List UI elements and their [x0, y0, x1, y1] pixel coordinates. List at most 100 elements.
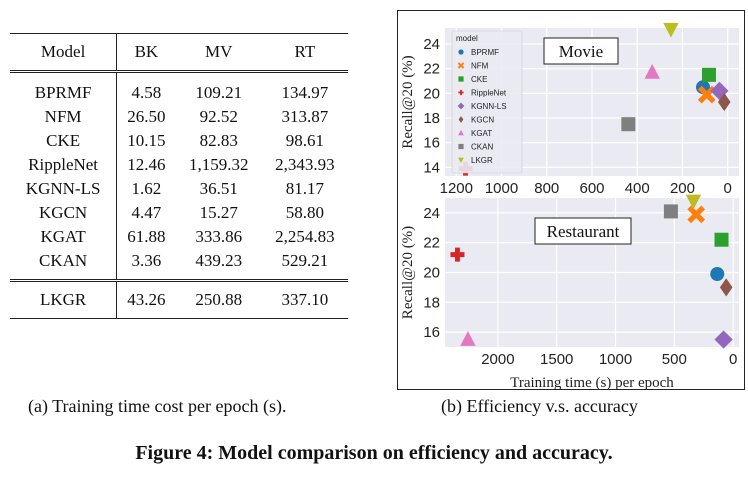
table-header-row: Model BK MV RT — [10, 33, 348, 72]
scatter-panel-movie: 1200 1000 800 600 400 200 0 14 16 18 20 22 24 Recall@… — [400, 22, 739, 197]
table-cell: 36.51 — [199, 179, 238, 198]
panel-title-box — [543, 37, 619, 65]
point-bprmf — [710, 266, 725, 281]
point-kgat — [460, 331, 476, 346]
legend-marker-nfm — [457, 62, 465, 69]
table-cell: 43.26 — [127, 290, 166, 309]
table-cell: 98.61 — [285, 131, 325, 150]
point-kgat — [644, 64, 660, 79]
y-tick-label: 14 — [423, 159, 440, 176]
table-cell: 92.52 — [199, 107, 238, 126]
point-cke — [714, 232, 729, 247]
table-cell: 337.10 — [281, 290, 329, 309]
legend-marker-ckan — [458, 143, 464, 150]
legend-label: CKE — [471, 75, 487, 84]
table-cell: 81.17 — [285, 179, 325, 198]
table-cell: 2,343.93 — [275, 155, 335, 174]
table-cell: 10.15 — [127, 131, 166, 150]
table-cell: 2,254.83 — [275, 227, 335, 246]
table-row: BPRMF 4.58 109.21 134.97 — [10, 71, 348, 105]
table-cell: CKAN — [10, 249, 118, 281]
table-cell: LKGR — [10, 280, 118, 319]
table-cell: 250.88 — [195, 290, 243, 309]
legend-title: model — [456, 34, 478, 43]
point-nfm — [687, 205, 706, 224]
x-tick-label: 0 — [729, 351, 737, 368]
x-tick-label: 500 — [662, 351, 687, 368]
header-bk: BK — [134, 42, 159, 61]
legend-marker-kgnn-ls — [457, 102, 465, 110]
table-cell: 109.21 — [195, 83, 243, 102]
efficiency-accuracy-charts: 1200 1000 800 600 400 200 0141618202224Recall@… — [397, 10, 745, 390]
y-tick-label: 24 — [423, 205, 440, 222]
table-row: CKAN 3.36 439.23 529.21 — [10, 249, 348, 281]
y-tick-label: 16 — [423, 135, 440, 152]
legend-label: KGAT — [471, 129, 492, 138]
header-mv: MV — [204, 42, 233, 61]
y-tick-label: 20 — [423, 265, 440, 282]
x-tick-label: 1200 — [440, 180, 473, 197]
table-cell: 529.21 — [281, 251, 329, 270]
x-tick-label: 1500 — [540, 351, 573, 368]
table-row: KGCN 4.47 15.27 58.80 — [10, 201, 348, 225]
legend-box — [451, 30, 523, 174]
y-tick-label: 22 — [423, 61, 440, 78]
legend-label: KGCN — [471, 116, 494, 125]
point-lkgr — [685, 194, 702, 210]
table-cell: 3.36 — [131, 251, 162, 270]
training-time-table: Model BK MV RT BPRMF 4.58 109.21 134.97 NFM 2… — [10, 33, 348, 319]
table-cell: 15.27 — [199, 203, 238, 222]
y-axis-label: Recall@20 (%) — [400, 226, 416, 319]
table-cell: CKE — [10, 129, 118, 153]
table-cell: NFM — [10, 105, 118, 129]
figure-caption: Figure 4: Model comparison on efficiency… — [135, 442, 613, 464]
panel-title-box — [534, 217, 632, 245]
table-cell: 134.97 — [281, 83, 329, 102]
table-cell: 26.50 — [127, 107, 166, 126]
header-model: Model — [10, 33, 118, 72]
caption-b: (b) Efficiency v.s. accuracy — [441, 396, 638, 416]
table-cell: 82.83 — [199, 131, 238, 150]
y-tick-label: 24 — [423, 36, 440, 53]
legend-marker-ripplenet — [458, 89, 464, 96]
x-axis-label: Training time (s) per epoch — [510, 375, 674, 390]
x-tick-label: 1000 — [485, 180, 518, 197]
table-row: CKE 10.15 82.83 98.61 — [10, 129, 348, 153]
legend-marker-cke — [458, 76, 464, 82]
table-cell: RippleNet — [10, 153, 118, 177]
point-lkgr — [663, 22, 679, 38]
table-cell: BPRMF — [10, 71, 118, 105]
x-tick-label: 0 — [724, 180, 732, 197]
scatter-panel-restaurant: 2000 1500 1000 500 0 16 18 20 22 24 Recall@20 (%) T… — [400, 194, 739, 390]
point-ripplenet — [450, 247, 465, 262]
y-axis-label: Recall@20 (%) — [400, 55, 416, 148]
legend-label: BPRMF — [471, 48, 499, 57]
table-row: KGAT 61.88 333.86 2,254.83 — [10, 225, 348, 249]
legend-label: CKAN — [471, 143, 493, 152]
header-rt: RT — [294, 42, 316, 61]
point-kgnn-ls — [714, 330, 733, 349]
legend: model BPRMF NFM CKE RippleNet KGNN-LS KGCN KGAT… — [451, 30, 523, 174]
table-row: KGNN-LS 1.62 36.51 81.17 — [10, 177, 348, 201]
x-tick-label: 600 — [579, 180, 604, 197]
x-tick-label: 2000 — [481, 351, 514, 368]
x-tick-label: 1000 — [599, 351, 632, 368]
legend-marker-bprmf — [458, 49, 464, 55]
legend-marker-lkgr — [458, 157, 464, 164]
table-cell: 1.62 — [131, 179, 162, 198]
x-tick-label: 400 — [625, 180, 650, 197]
table-cell: 58.80 — [285, 203, 325, 222]
panel-title: Restaurant — [547, 222, 620, 241]
legend-label: RippleNet — [471, 89, 507, 98]
legend-label: KGNN-LS — [471, 102, 507, 111]
table-cell: 439.23 — [195, 251, 243, 270]
point-ckan — [663, 204, 678, 219]
table-cell: KGAT — [10, 225, 118, 249]
table-body: BPRMF 4.58 109.21 134.97 NFM 26.50 92.52 313.87… — [10, 71, 348, 281]
table-cell: KGCN — [10, 201, 118, 225]
table-cell: 333.86 — [195, 227, 243, 246]
point-kgcn — [717, 92, 731, 112]
legend-label: NFM — [471, 62, 489, 71]
y-tick-label: 20 — [423, 85, 440, 102]
panel-title: Movie — [559, 42, 603, 61]
